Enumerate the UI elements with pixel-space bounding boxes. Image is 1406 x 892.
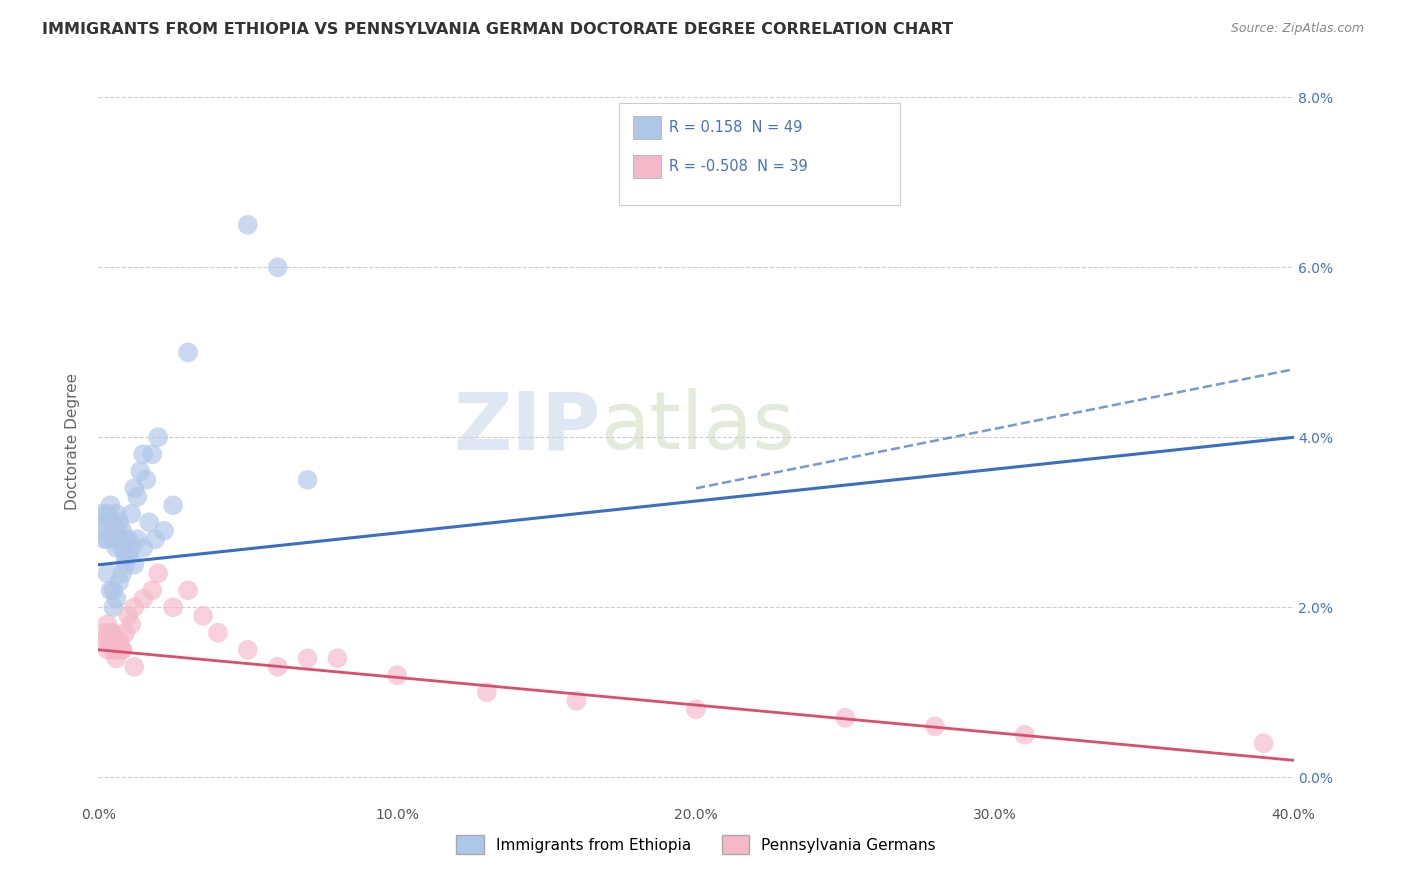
Point (96, 642, 118, 657)
Point (105, 541, 128, 555)
Point (1014, 728, 1036, 742)
Point (236, 218, 259, 232)
Point (108, 634, 131, 648)
Point (326, 651, 349, 665)
Point (120, 541, 142, 555)
Point (297, 473, 319, 487)
Point (93, 516, 115, 530)
Point (565, 694, 588, 708)
Point (132, 591, 155, 606)
Point (924, 719, 946, 733)
Point (1253, 736, 1275, 750)
Point (132, 447, 155, 461)
Y-axis label: Doctorate Degree: Doctorate Degree (65, 373, 80, 510)
Point (103, 600, 125, 615)
Point (124, 558, 146, 572)
Point (138, 516, 160, 530)
Point (96, 566, 118, 581)
Point (108, 516, 131, 530)
Point (103, 533, 125, 547)
Point (207, 625, 229, 640)
Point (114, 549, 136, 564)
Point (111, 541, 134, 555)
Point (153, 524, 176, 538)
Point (114, 625, 136, 640)
Point (103, 634, 125, 648)
Point (93, 625, 115, 640)
Point (117, 549, 139, 564)
Point (98, 625, 122, 640)
Point (135, 473, 157, 487)
Point (117, 533, 139, 547)
Point (148, 430, 170, 444)
Point (103, 516, 125, 530)
Point (105, 507, 128, 521)
Point (117, 608, 139, 623)
Point (127, 533, 149, 547)
Point (120, 617, 142, 632)
Point (141, 447, 163, 461)
Point (475, 685, 498, 699)
Point (143, 533, 166, 547)
Point (96, 533, 118, 547)
Point (177, 345, 200, 359)
Point (90, 507, 112, 521)
Point (105, 642, 128, 657)
Point (90, 524, 112, 538)
Point (120, 507, 142, 521)
Point (98, 498, 122, 512)
Point (96, 507, 118, 521)
Point (114, 558, 136, 572)
Text: IMMIGRANTS FROM ETHIOPIA VS PENNSYLVANIA GERMAN DOCTORATE DEGREE CORRELATION CHA: IMMIGRANTS FROM ETHIOPIA VS PENNSYLVANIA… (42, 22, 953, 37)
Point (98, 516, 122, 530)
Point (103, 583, 125, 598)
Point (297, 651, 319, 665)
Point (191, 608, 214, 623)
Point (141, 583, 163, 598)
Point (98, 634, 122, 648)
Point (108, 634, 131, 648)
Point (148, 566, 170, 581)
Point (162, 600, 184, 615)
Point (90, 634, 112, 648)
Point (108, 533, 131, 547)
Point (385, 668, 409, 682)
Point (124, 600, 146, 615)
Point (114, 533, 136, 547)
Point (111, 642, 134, 657)
Point (834, 711, 856, 725)
Text: atlas: atlas (600, 388, 794, 467)
Text: Source: ZipAtlas.com: Source: ZipAtlas.com (1230, 22, 1364, 36)
Point (685, 702, 707, 716)
Point (105, 524, 128, 538)
Text: R = -0.508  N = 39: R = -0.508 N = 39 (669, 160, 808, 174)
Point (98, 583, 122, 598)
Point (267, 260, 290, 275)
Point (103, 625, 125, 640)
Point (177, 583, 200, 598)
Point (236, 642, 259, 657)
Point (108, 574, 131, 589)
Point (129, 464, 152, 478)
Point (132, 541, 155, 555)
Point (127, 490, 149, 504)
Point (93, 533, 115, 547)
Text: R = 0.158  N = 49: R = 0.158 N = 49 (669, 120, 803, 135)
Point (124, 481, 146, 495)
Point (105, 651, 128, 665)
Point (111, 642, 134, 657)
Point (96, 617, 118, 632)
Point (103, 642, 125, 657)
Point (111, 524, 134, 538)
Point (162, 498, 184, 512)
Point (105, 591, 128, 606)
Legend: Immigrants from Ethiopia, Pennsylvania Germans: Immigrants from Ethiopia, Pennsylvania G… (450, 830, 942, 860)
Point (267, 660, 290, 674)
Text: ZIP: ZIP (453, 388, 600, 467)
Point (124, 660, 146, 674)
Point (111, 566, 134, 581)
